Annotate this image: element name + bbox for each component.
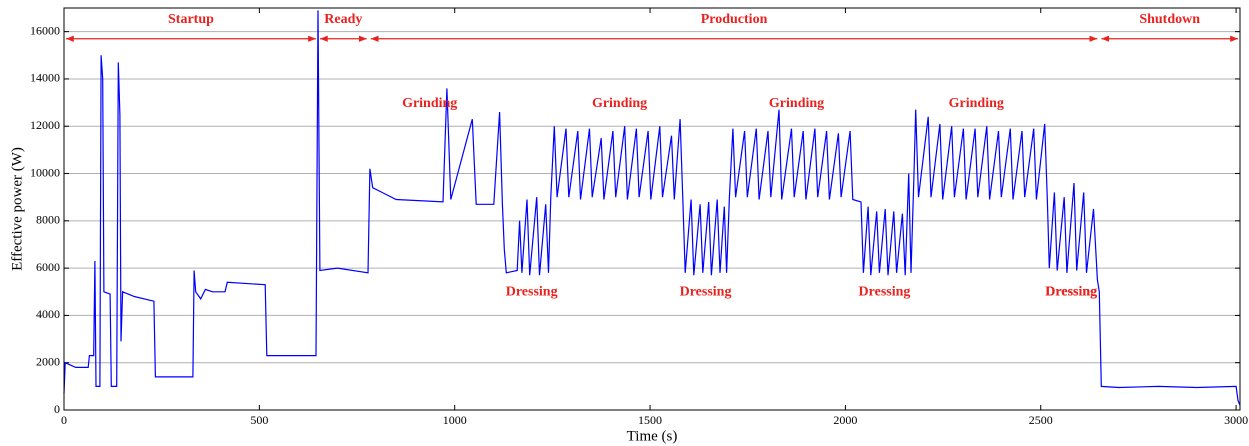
- y-tick-label: 10000: [30, 165, 60, 179]
- activity-label: Grinding: [949, 96, 1004, 111]
- y-tick-label: 12000: [30, 118, 60, 132]
- y-tick-label: 4000: [36, 307, 60, 321]
- y-tick-label: 16000: [30, 23, 60, 37]
- y-axis-label: Effective power (W): [9, 147, 25, 271]
- activity-label: Grinding: [769, 96, 824, 111]
- phase-label: Startup: [168, 12, 214, 27]
- x-tick-label: 3000: [1224, 413, 1248, 427]
- x-tick-label: 500: [250, 413, 268, 427]
- activity-label: Grinding: [592, 96, 647, 111]
- plot-frame: [63, 7, 1241, 411]
- y-tick-label: 6000: [36, 260, 60, 274]
- y-tick-label: 2000: [36, 354, 60, 368]
- activity-label: Dressing: [859, 284, 911, 299]
- phase-label: Shutdown: [1139, 12, 1200, 27]
- x-tick-label: 2500: [1029, 413, 1053, 427]
- activity-label: Dressing: [1045, 284, 1097, 299]
- activity-label: Grinding: [402, 96, 457, 111]
- x-axis-label: Time (s): [627, 428, 678, 444]
- x-tick-label: 1500: [638, 413, 662, 427]
- activity-label: Dressing: [506, 284, 558, 299]
- activity-label: Dressing: [680, 284, 732, 299]
- x-tick-label: 2000: [833, 413, 857, 427]
- data-line: [63, 10, 1241, 406]
- y-tick-label: 8000: [36, 213, 60, 227]
- x-tick-label: 0: [61, 413, 67, 427]
- phase-label: Production: [701, 12, 768, 27]
- x-tick-label: 1000: [443, 413, 467, 427]
- activity-label: Dressing: [1045, 284, 1097, 299]
- phase-label: Ready: [324, 12, 362, 27]
- y-tick-label: 14000: [30, 71, 60, 85]
- y-tick-label: 0: [54, 402, 60, 416]
